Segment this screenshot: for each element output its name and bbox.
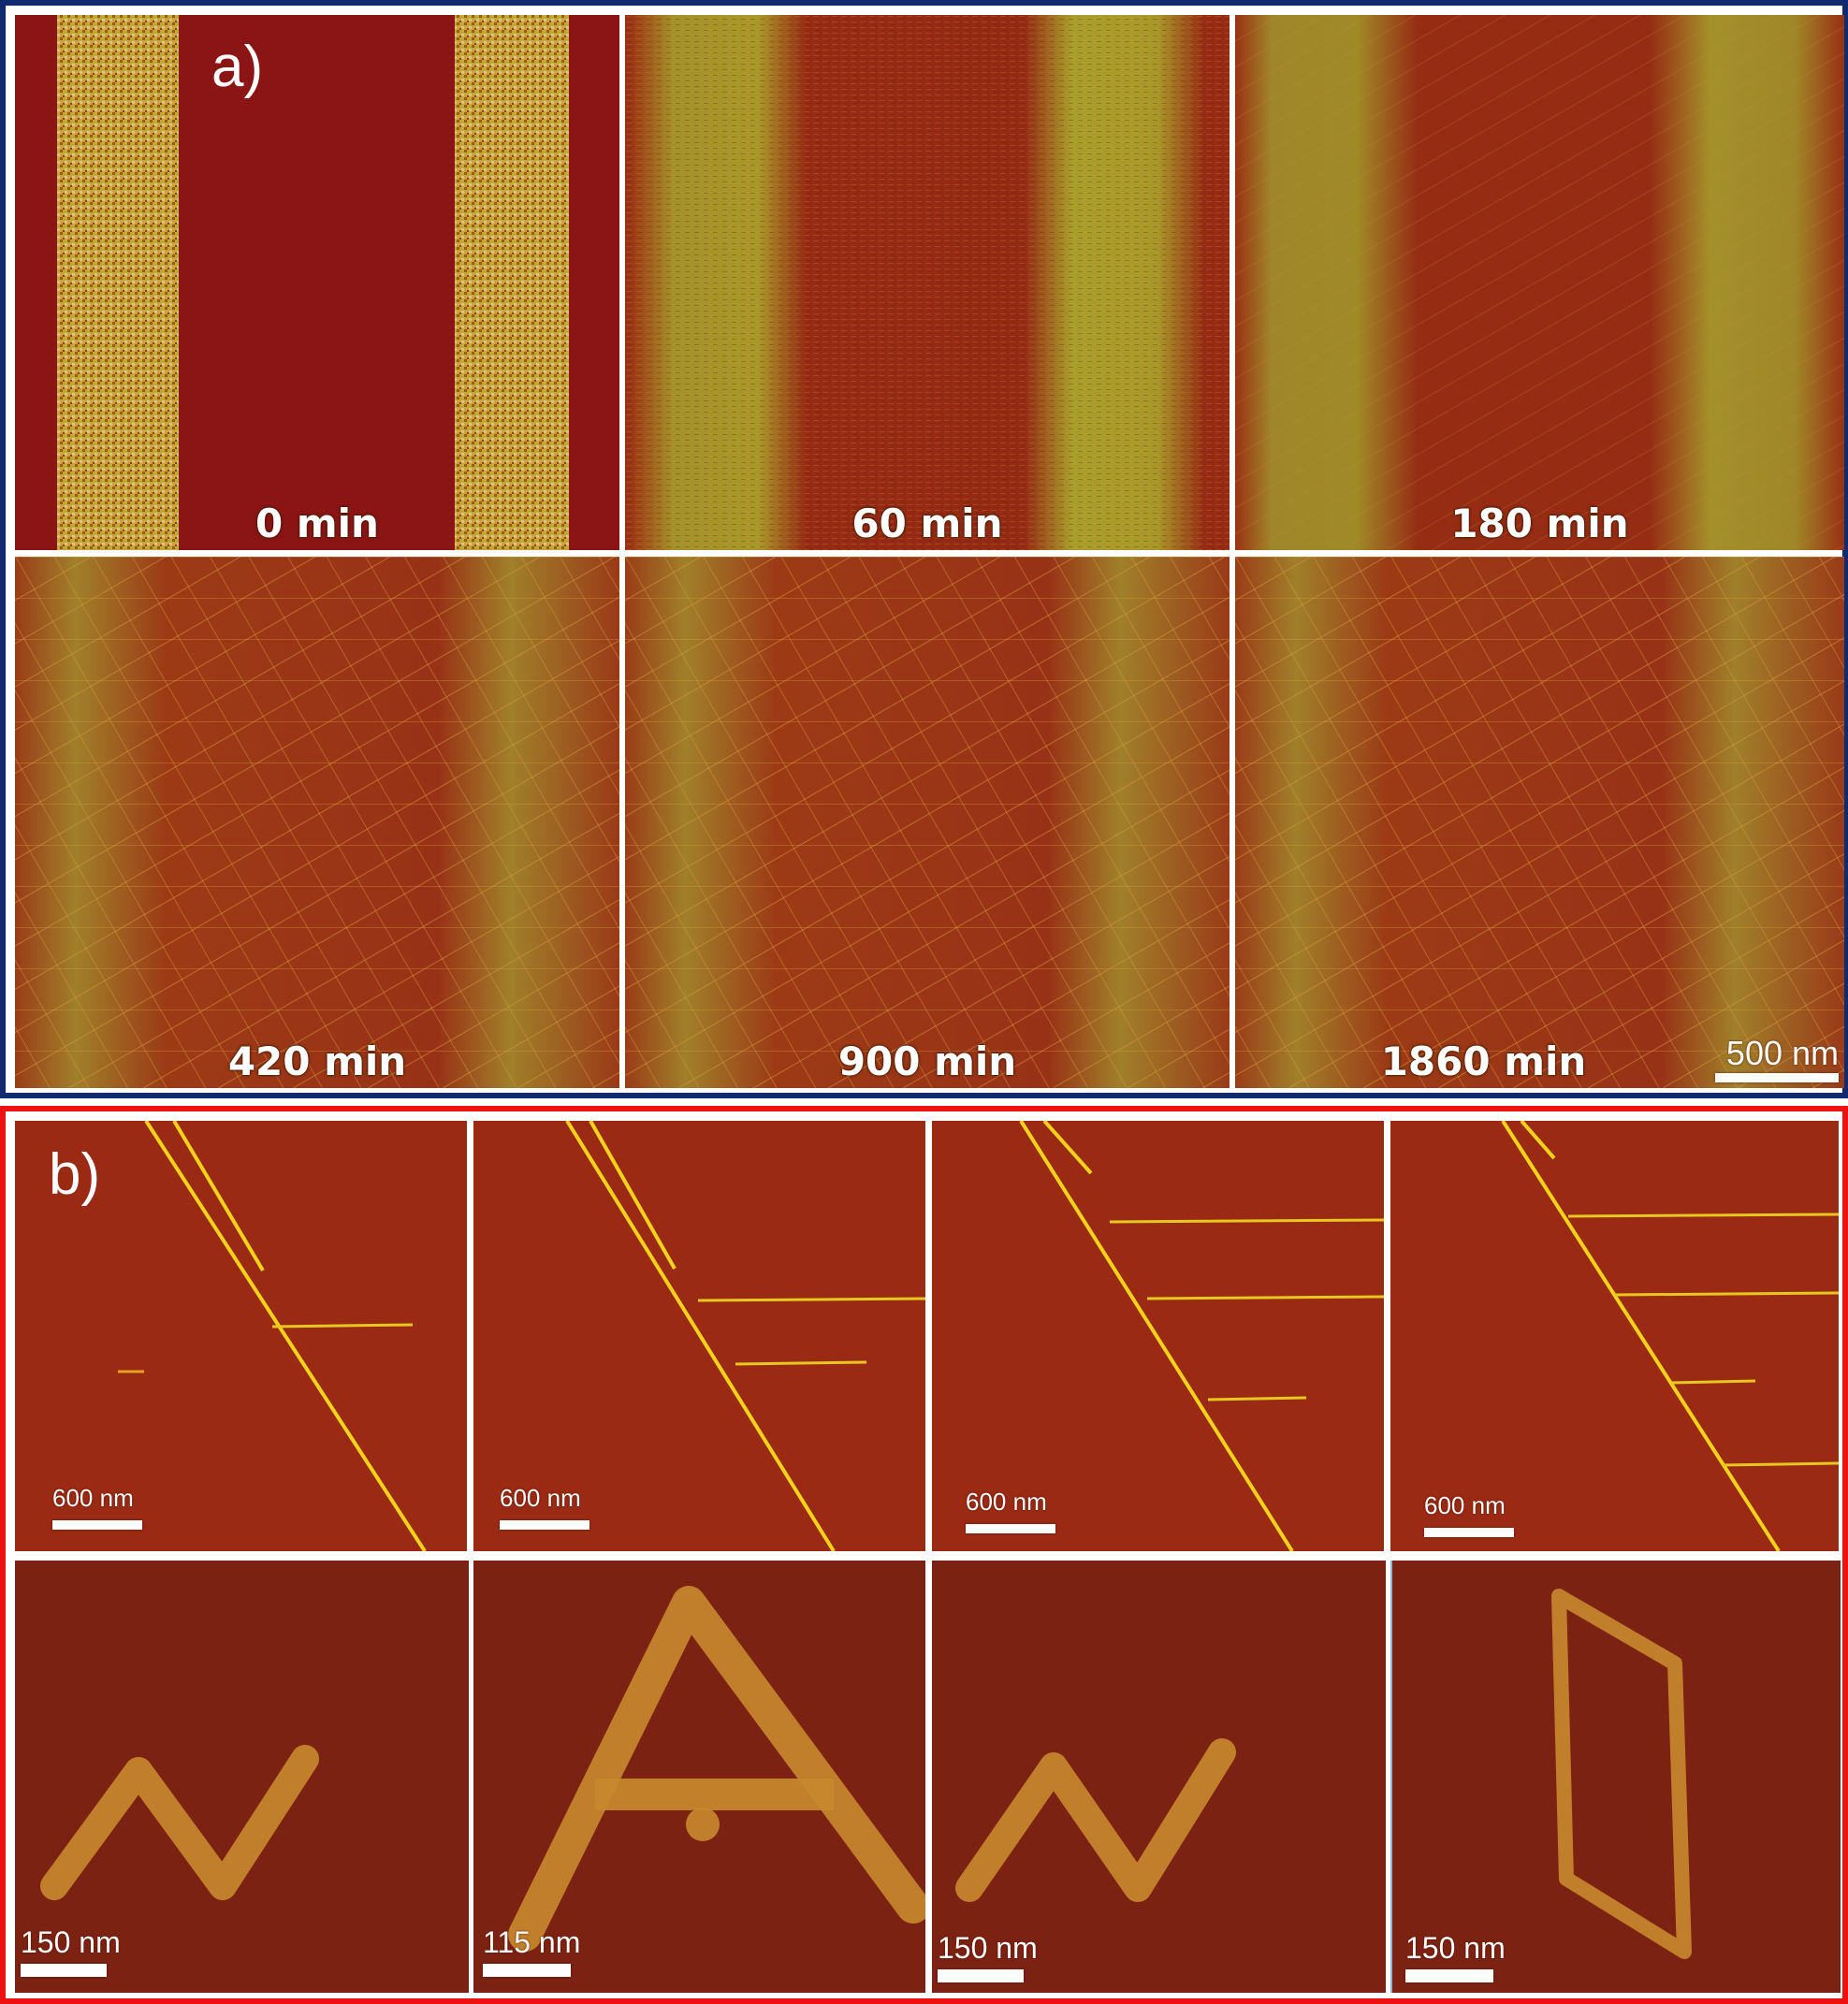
afm-letter-n-1: 150 nm <box>15 1561 469 1993</box>
scale-bar-600nm: 600 nm <box>966 1488 1055 1533</box>
scale-bar-600nm: 600 nm <box>52 1484 142 1530</box>
panel-b-frame: b) 600 nm 600 nm 600 nm <box>0 1106 1848 2004</box>
afm-letter-n-2: 150 nm <box>932 1561 1386 1993</box>
panel-a-frame: a) 0 min <box>0 0 1848 1098</box>
time-label: 0 min <box>255 501 379 546</box>
time-label: 420 min <box>227 1038 407 1084</box>
afm-letter-a: 115 nm <box>473 1561 925 1993</box>
scale-bar-line <box>52 1520 142 1530</box>
scale-bar-line <box>1405 1969 1493 1982</box>
afm-image-900min: 900 min <box>625 557 1230 1088</box>
panel-a-letter: a) <box>211 35 264 99</box>
scale-bar-500nm: 500 nm <box>1708 1034 1839 1082</box>
afm-image-60min: 60 min <box>625 15 1230 550</box>
afm-letter-o: 150 nm <box>1390 1561 1841 1993</box>
scale-bar-600nm: 600 nm <box>1424 1491 1514 1537</box>
afm-image-180min: 180 min <box>1235 15 1844 550</box>
scale-bar-label: 500 nm <box>1725 1034 1839 1072</box>
scale-bar-label: 150 nm <box>21 1925 121 1959</box>
afm-fiber-image-4: 600 nm <box>1390 1121 1839 1551</box>
scale-bar-line <box>1715 1073 1839 1082</box>
scale-bar-150nm: 150 nm <box>21 1925 121 1977</box>
scale-bar-line <box>1424 1528 1514 1537</box>
scale-bar-150nm: 150 nm <box>1405 1931 1506 1982</box>
scale-bar-line <box>966 1524 1055 1533</box>
scale-bar-150nm: 150 nm <box>938 1931 1038 1982</box>
scale-bar-line <box>483 1964 571 1977</box>
scale-bar-600nm: 600 nm <box>500 1484 589 1530</box>
afm-image-1860min: 1860 min 500 nm <box>1235 557 1844 1088</box>
scale-bar-line <box>500 1520 589 1530</box>
afm-fiber-image-3: 600 nm <box>932 1121 1384 1551</box>
scale-bar-label: 600 nm <box>1424 1491 1506 1519</box>
panel-b-letter: b) <box>49 1142 101 1207</box>
scale-bar-label: 115 nm <box>483 1925 581 1959</box>
time-label: 60 min <box>851 501 1003 546</box>
scale-bar-label: 600 nm <box>966 1488 1047 1516</box>
scale-bar-line <box>21 1964 107 1977</box>
time-label: 1860 min <box>1380 1038 1587 1084</box>
scale-bar-115nm: 115 nm <box>483 1925 580 1977</box>
scale-bar-label: 150 nm <box>938 1931 1038 1965</box>
scale-bar-label: 600 nm <box>52 1484 134 1512</box>
scale-bar-line <box>938 1969 1024 1982</box>
afm-image-0min: a) 0 min <box>15 15 619 550</box>
time-label: 180 min <box>1450 501 1629 546</box>
time-label: 900 min <box>837 1038 1017 1084</box>
afm-fiber-image-1: b) 600 nm <box>15 1121 467 1551</box>
afm-image-420min: 420 min <box>15 557 619 1088</box>
scale-bar-label: 600 nm <box>500 1484 581 1512</box>
afm-fiber-image-2: 600 nm <box>473 1121 925 1551</box>
scale-bar-label: 150 nm <box>1405 1931 1506 1965</box>
